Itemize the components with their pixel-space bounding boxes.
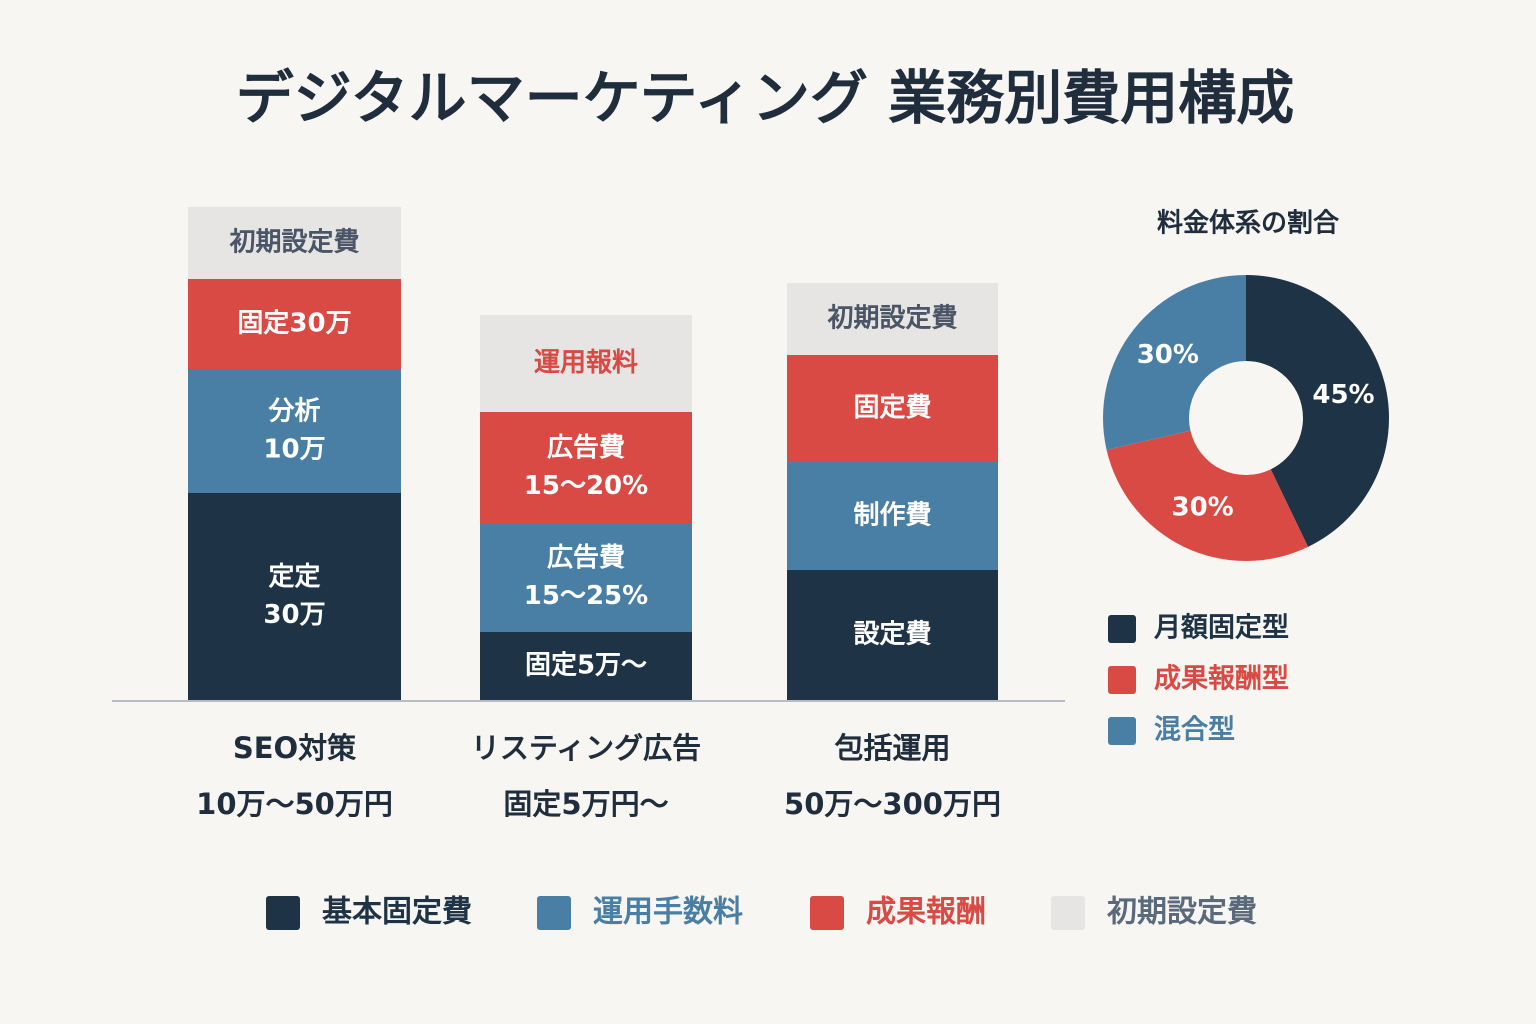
donut-slice	[1103, 275, 1246, 450]
bar-segment	[480, 632, 692, 700]
donut-title: 料金体系の割合	[1157, 209, 1340, 239]
bar-segment	[188, 369, 401, 493]
bar-name: リスティング広告	[471, 731, 701, 765]
legend-swatch	[810, 896, 844, 930]
bar-segment	[480, 523, 692, 632]
donut-slice	[1246, 275, 1390, 547]
segment-label: 初期設定費	[228, 228, 359, 258]
bar-segment	[480, 412, 692, 523]
segment-label: 10万	[263, 435, 325, 465]
page-title: デジタルマーケティング 業務別費用構成	[236, 64, 1294, 132]
donut-legend-label: 混合型	[1154, 715, 1235, 746]
segment-label: 初期設定費	[826, 304, 957, 334]
donut-legend-swatch	[1108, 615, 1136, 643]
segment-label: 固定5万〜	[525, 651, 647, 681]
donut-value-label: 45%	[1312, 380, 1374, 410]
bar-segment	[188, 279, 401, 369]
bar-price: 50万〜300万円	[784, 787, 1001, 821]
bar-segment	[787, 355, 998, 462]
bar-price: 10万〜50万円	[196, 787, 393, 821]
segment-label: 30万	[263, 600, 325, 630]
segment-label: 広告費	[547, 543, 625, 573]
bar-name: SEO対策	[233, 731, 357, 765]
legend-label: 成果報酬	[866, 895, 986, 930]
legend-label: 初期設定費	[1106, 895, 1257, 930]
segment-label: 固定費	[853, 393, 931, 423]
segment-label: 15〜20%	[524, 471, 648, 501]
segment-label: 定定	[268, 562, 320, 592]
donut-value-label: 30%	[1171, 493, 1233, 523]
donut-value-label: 30%	[1137, 340, 1199, 370]
bar-price: 固定5万円〜	[503, 787, 668, 821]
segment-label: 固定30万	[237, 309, 351, 339]
segment-label: 設定費	[853, 620, 931, 650]
bar-name: 包括運用	[834, 731, 950, 765]
segment-label: 制作費	[853, 501, 931, 531]
bar-segment	[480, 315, 692, 412]
bar-segment	[188, 207, 401, 279]
donut-slice	[1106, 430, 1309, 561]
donut-legend-label: 月額固定型	[1153, 613, 1289, 644]
bar-segment	[787, 462, 998, 570]
legend-swatch	[537, 896, 571, 930]
legend-label: 基本固定費	[322, 895, 472, 930]
segment-label: 分析	[267, 397, 320, 427]
bar-segment	[787, 283, 998, 355]
legend-swatch	[266, 896, 300, 930]
segment-label: 運用報料	[534, 348, 638, 378]
donut-legend-swatch	[1108, 666, 1136, 694]
bar-segment	[787, 570, 998, 700]
legend-label: 運用手数料	[593, 895, 743, 930]
segment-label: 広告費	[547, 433, 625, 463]
donut-legend-label: 成果報酬型	[1154, 664, 1289, 695]
segment-label: 15〜25%	[524, 581, 648, 611]
legend-swatch	[1051, 896, 1085, 930]
bar-segment	[188, 493, 401, 700]
donut-legend-swatch	[1108, 717, 1136, 745]
